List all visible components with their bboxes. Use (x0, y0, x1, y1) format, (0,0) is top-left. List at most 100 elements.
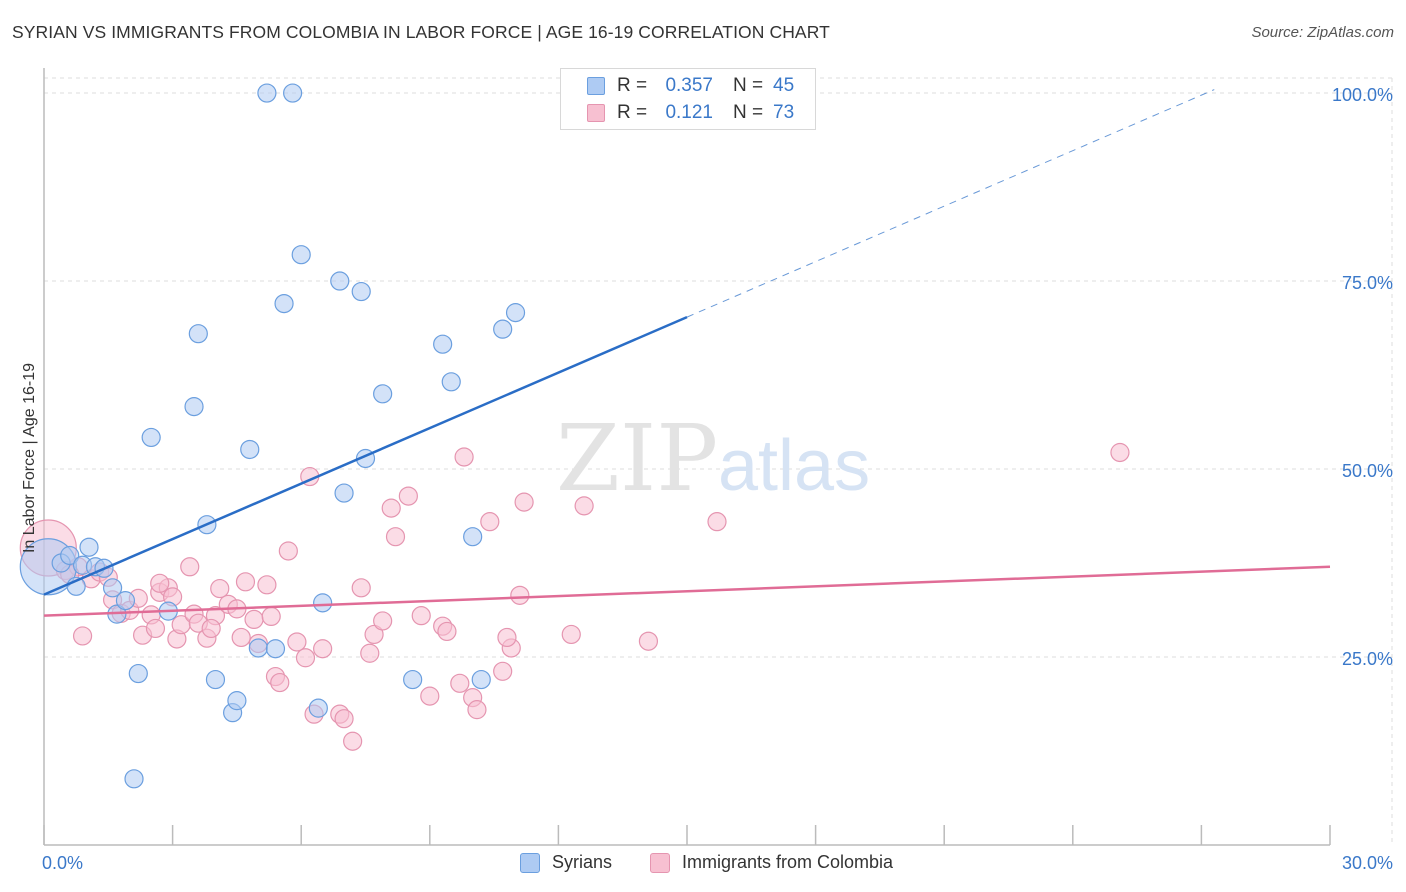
y-tick-label: 100.0% (1332, 85, 1393, 105)
syrians-trend-extension (686, 89, 1215, 318)
syrians-point (240, 439, 260, 460)
trend-lines (43, 89, 1331, 617)
colombia-point (450, 673, 470, 693)
colombia-point (638, 631, 659, 651)
colombia-point (270, 672, 290, 693)
legend-item-syrians[interactable]: Syrians (520, 852, 612, 873)
colombia-point (467, 700, 487, 720)
syrians-point (115, 591, 136, 611)
n-label: N = (733, 75, 764, 96)
watermark-zip: ZIP (556, 405, 718, 512)
syrians-point (351, 281, 371, 302)
syrians-point (505, 303, 526, 323)
syrians-point (141, 427, 161, 448)
stats-row-syrians: R = 0.357 N = 45 (587, 73, 794, 99)
syrians-point (188, 324, 208, 344)
stats-row-colombia: R = 0.121 N = 73 (587, 100, 794, 126)
y-tick-label: 75.0% (1342, 273, 1393, 293)
syrians-point (257, 83, 277, 103)
r-value: 0.357 (665, 75, 713, 96)
colombia-point (420, 686, 440, 706)
colombia-trend-line (43, 565, 1331, 617)
tick-labels: 25.0% 50.0% 75.0% 100.0% 0.0% 30.0% (42, 85, 1393, 873)
colombia-point (373, 611, 393, 631)
colombia-point (295, 648, 316, 668)
syrians-point (441, 372, 461, 392)
colombia-point (313, 639, 333, 659)
syrians-point (102, 578, 123, 598)
colombia-point (72, 626, 93, 646)
x-tick-label: 0.0% (42, 853, 83, 873)
colombia-point (1110, 442, 1130, 463)
r-label: R = (617, 75, 648, 96)
colombia-point (257, 575, 277, 595)
syrians-point (265, 639, 286, 659)
series-legend: Syrians Immigrants from Colombia (0, 852, 1406, 878)
r-value: 0.121 (665, 102, 713, 123)
syrians-point (60, 545, 80, 566)
source-label: Source: ZipAtlas.com (1251, 24, 1394, 41)
colombia-point (497, 627, 517, 648)
colombia-point (411, 606, 431, 626)
n-label: N = (733, 102, 764, 123)
colombia-point (287, 632, 307, 652)
x-tick-label: 30.0% (1342, 853, 1393, 873)
colombia-point (574, 496, 594, 516)
colombia-point (278, 541, 298, 561)
colombia-point (381, 498, 401, 518)
syrians-point (274, 293, 294, 314)
axes (43, 68, 1331, 846)
syrians-point (308, 698, 328, 718)
syrians-point (248, 638, 268, 658)
colombia-point (150, 573, 170, 593)
colombia-point (493, 661, 513, 681)
legend-label-colombia: Immigrants from Colombia (682, 852, 894, 872)
legend-item-colombia[interactable]: Immigrants from Colombia (650, 852, 893, 873)
colombia-point (261, 606, 281, 627)
syrians-point (227, 691, 247, 711)
colombia-point (201, 618, 221, 639)
colombia-point (437, 621, 457, 642)
colombia-point (561, 624, 581, 645)
colombia-point (351, 578, 371, 598)
syrians-point (283, 83, 303, 103)
colombia-point (231, 627, 251, 648)
colombia-point (360, 643, 380, 663)
syrians-point (205, 669, 226, 690)
colombia-point (364, 624, 384, 645)
colombia-point (343, 731, 363, 751)
syrians-point (463, 527, 483, 547)
colombia-point (514, 492, 534, 512)
y-axis-label: In Labor Force | Age 16-19 (21, 363, 38, 553)
r-label: R = (617, 102, 648, 123)
chart-title: SYRIAN VS IMMIGRANTS FROM COLOMBIA IN LA… (12, 22, 830, 42)
syrians-swatch (587, 77, 605, 95)
colombia-point (398, 486, 418, 506)
syrians-point (471, 669, 491, 690)
n-value: 45 (773, 75, 795, 96)
colombia-point (210, 578, 230, 599)
n-value: 73 (773, 102, 795, 123)
colombia-point (334, 709, 354, 729)
series-syrians (19, 83, 526, 789)
stats-legend: R = 0.357 N = 45 R = 0.121 N = 73 (560, 68, 816, 130)
colombia-point (180, 557, 200, 577)
colombia-point (244, 609, 264, 630)
colombia-point (235, 572, 256, 592)
y-tick-label: 50.0% (1342, 461, 1393, 481)
syrians-point (79, 537, 99, 557)
syrians-legend-swatch (520, 852, 540, 873)
colombia-legend-swatch (650, 852, 670, 873)
syrians-point (493, 319, 513, 339)
syrians-point (313, 593, 333, 613)
syrians-point (373, 384, 393, 404)
colombia-point (385, 527, 406, 547)
syrians-trend-line (43, 315, 688, 596)
syrians-point (334, 483, 354, 503)
legend-label-syrians: Syrians (552, 852, 613, 872)
syrians-point (124, 769, 144, 789)
colombia-point (510, 585, 530, 605)
syrians-point (291, 245, 311, 265)
watermark-atlas: atlas (718, 426, 870, 506)
